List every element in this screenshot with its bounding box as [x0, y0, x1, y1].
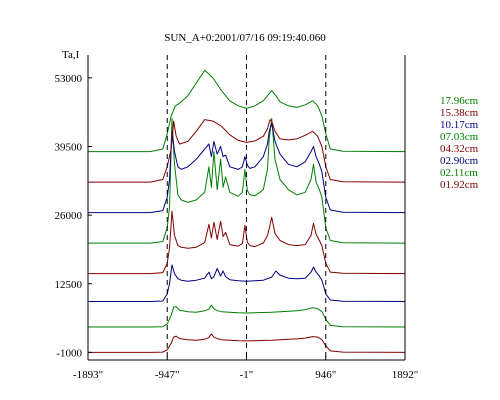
series-line-07.03cm [88, 118, 406, 244]
series-line-04.32cm [88, 210, 406, 275]
legend-entry: 07.03cm [440, 131, 479, 143]
x-tick-label: 946" [315, 369, 336, 381]
y-tick-label: 12500 [55, 279, 83, 291]
x-tick-label: -1893" [73, 369, 103, 381]
series-line-17.96cm [88, 69, 406, 153]
legend-entry: 02.11cm [440, 167, 478, 179]
legend: 17.96cm15.38cm10.17cm07.03cm04.32cm02.90… [440, 95, 479, 191]
reference-lines [166, 55, 327, 360]
legend-entry: 01.92cm [440, 179, 479, 191]
axes: -1000 12500 26000 39500 53000 -1893" -947" -1" 9… [55, 55, 419, 381]
legend-entry: 04.32cm [440, 143, 479, 155]
legend-entry: 17.96cm [440, 95, 479, 107]
chart-title: SUN_A+0:2001/07/16 09:19:40.060 [164, 32, 326, 44]
series-line-10.17cm [88, 123, 406, 214]
series-line-02.90cm [88, 264, 406, 302]
y-tick-label: 26000 [55, 210, 83, 222]
y-tick-label: 39500 [55, 142, 83, 154]
legend-entry: 02.90cm [440, 155, 479, 167]
y-axis-label: Ta,I [62, 49, 80, 61]
legend-entry: 15.38cm [440, 107, 479, 119]
series-layer [88, 69, 406, 353]
y-tick-label: 53000 [55, 73, 83, 85]
series-line-15.38cm [88, 119, 406, 183]
legend-entry: 10.17cm [440, 119, 479, 131]
x-tick-label: 1892" [392, 369, 419, 381]
x-tick-label: -947" [155, 369, 180, 381]
y-tick-label: -1000 [56, 347, 82, 359]
series-line-02.11cm [88, 304, 406, 328]
x-tick-label: -1" [240, 369, 254, 381]
series-line-01.92cm [88, 333, 406, 353]
